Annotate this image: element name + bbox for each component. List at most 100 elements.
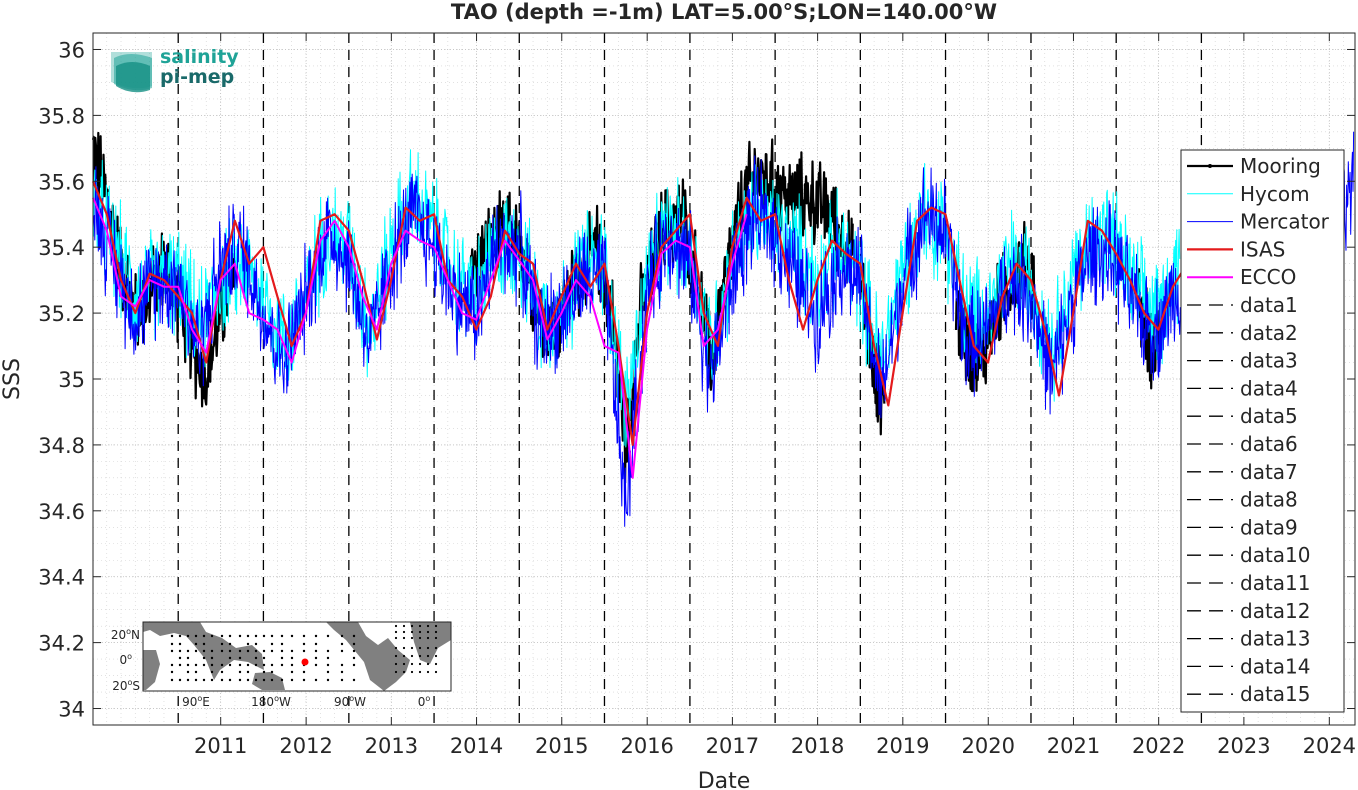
inset-station xyxy=(170,663,174,667)
inset-station xyxy=(402,646,406,650)
inset-station xyxy=(254,656,258,660)
inset-station xyxy=(326,634,330,638)
inset-station xyxy=(280,634,284,638)
inset-station xyxy=(202,642,206,646)
inset-lon-180w: 180oW xyxy=(251,694,291,709)
inset-station xyxy=(340,678,344,682)
x-tick-label: 2020 xyxy=(962,734,1015,758)
inset-station xyxy=(280,656,284,660)
inset-station xyxy=(246,663,250,667)
legend-marker xyxy=(1208,164,1212,168)
legend-label: data5 xyxy=(1240,404,1298,428)
x-tick-label: 2023 xyxy=(1217,734,1270,758)
legend-label: data13 xyxy=(1240,627,1311,651)
inset-station xyxy=(426,646,430,650)
inset-station xyxy=(340,670,344,674)
inset-station xyxy=(262,670,266,674)
inset-station xyxy=(426,654,430,658)
legend-label: data3 xyxy=(1240,349,1298,373)
inset-station xyxy=(326,678,330,682)
series-layer xyxy=(91,131,1355,527)
y-tick-labels: 34 34.2 34.4 34.6 34.8 35 35.2 35.4 35.6 35.8 36 xyxy=(38,38,85,721)
inset-station xyxy=(246,670,250,674)
inset-station xyxy=(352,649,356,653)
inset-station xyxy=(434,654,438,658)
inset-station xyxy=(302,670,306,674)
inset-station xyxy=(210,670,214,674)
inset-station xyxy=(352,656,356,660)
inset-station xyxy=(402,624,406,628)
inset-station xyxy=(302,634,306,638)
inset-station xyxy=(228,678,232,682)
y-tick-label: 34.2 xyxy=(38,632,85,656)
inset-station xyxy=(418,670,422,674)
series-line-mercator xyxy=(92,131,1355,527)
inset-station xyxy=(170,678,174,682)
inset-station xyxy=(314,678,318,682)
y-tick-label: 34.6 xyxy=(38,500,85,524)
inset-stations xyxy=(170,624,438,682)
inset-station xyxy=(410,636,414,640)
inset-station xyxy=(290,663,294,667)
inset-station xyxy=(290,634,294,638)
inset-station xyxy=(352,663,356,667)
inset-station xyxy=(254,649,258,653)
inset-station xyxy=(254,663,258,667)
inset-station xyxy=(238,649,242,653)
inset-station xyxy=(418,646,422,650)
legend-label: data1 xyxy=(1240,293,1298,317)
inset-station xyxy=(170,670,174,674)
y-tick-label: 34 xyxy=(58,698,85,722)
x-tick-label: 2016 xyxy=(620,734,673,758)
inset-station xyxy=(246,642,250,646)
inset-station xyxy=(186,634,190,638)
logo-text-pi-mep: pi-mep xyxy=(160,66,234,88)
inset-station xyxy=(262,634,266,638)
inset-station xyxy=(314,649,318,653)
inset-station xyxy=(302,649,306,653)
inset-station xyxy=(246,678,250,682)
legend-label: data12 xyxy=(1240,599,1311,623)
y-tick-label: 35.2 xyxy=(38,302,85,326)
inset-station xyxy=(270,678,274,682)
inset-station xyxy=(186,649,190,653)
inset-station xyxy=(280,663,284,667)
inset-lat-20n: 20oN xyxy=(111,627,140,642)
inset-station xyxy=(194,634,198,638)
legend-label: data4 xyxy=(1240,376,1298,400)
x-tick-label: 2011 xyxy=(194,734,247,758)
inset-station xyxy=(228,663,232,667)
inset-station xyxy=(394,636,398,640)
inset-frame xyxy=(142,621,452,692)
inset-station xyxy=(410,630,414,634)
inset-station xyxy=(270,634,274,638)
inset-station xyxy=(270,663,274,667)
series-ecco xyxy=(92,197,748,479)
inset-station xyxy=(410,654,414,658)
inset-station xyxy=(262,649,266,653)
inset-map: 20oN 0o 20oS 90oE 180oW 90oW 0o xyxy=(111,621,452,709)
inset-station xyxy=(302,678,306,682)
inset-station xyxy=(418,630,422,634)
inset-station xyxy=(340,649,344,653)
inset-station xyxy=(246,649,250,653)
inset-station xyxy=(290,649,294,653)
inset-station xyxy=(270,670,274,674)
legend-label: Mercator xyxy=(1240,210,1330,234)
inset-lat-0: 0o xyxy=(119,652,132,667)
inset-station xyxy=(402,654,406,658)
inset-station xyxy=(228,649,232,653)
y-tick-label: 35.6 xyxy=(38,170,85,194)
inset-station xyxy=(202,678,206,682)
logo-wave-icon xyxy=(111,52,152,93)
inset-station xyxy=(178,649,182,653)
inset-station xyxy=(394,646,398,650)
inset-station xyxy=(254,634,258,638)
inset-station xyxy=(238,678,242,682)
x-tick-label: 2024 xyxy=(1303,734,1356,758)
legend-label: ISAS xyxy=(1240,237,1285,261)
inset-station xyxy=(410,646,414,650)
inset-station xyxy=(326,656,330,660)
inset-station xyxy=(170,634,174,638)
inset-station xyxy=(238,634,242,638)
